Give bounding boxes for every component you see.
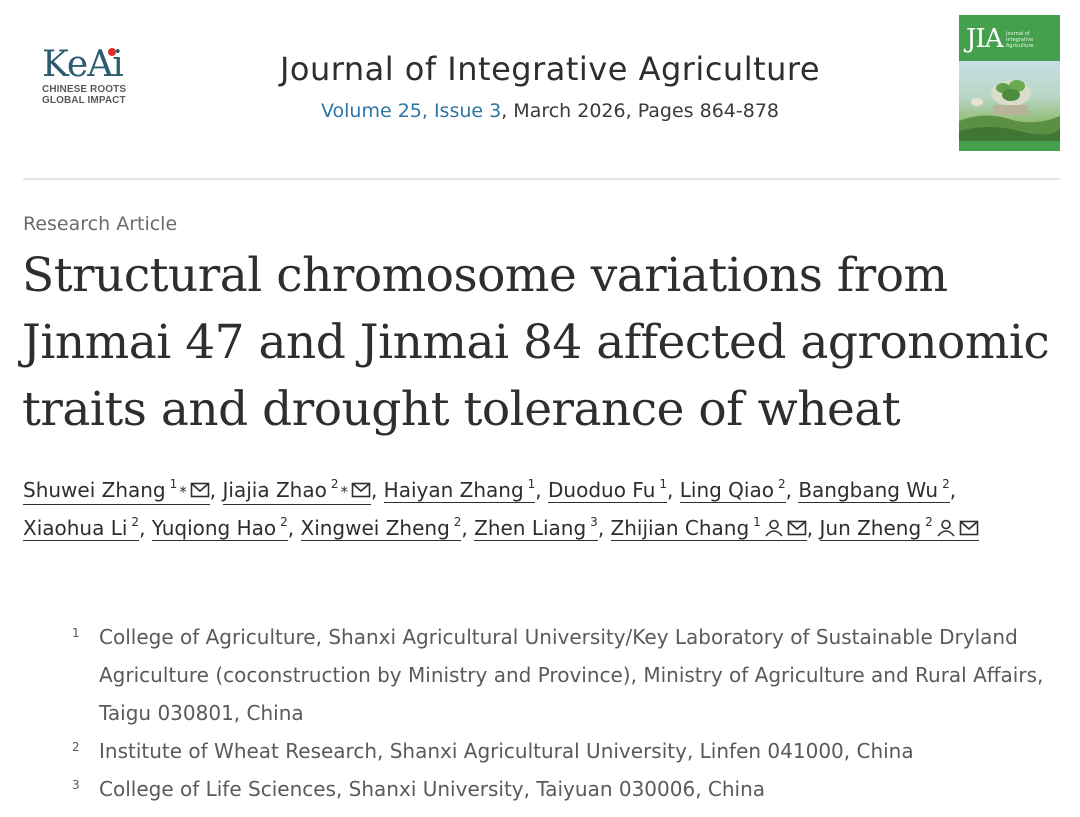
affiliation-ref: 2 (453, 515, 462, 529)
author-name: Duoduo Fu (548, 478, 656, 502)
affiliation-ref: 2 (942, 477, 950, 491)
journal-issue: Volume 25, Issue 3, March 2026, Pages 86… (0, 100, 1080, 122)
affiliation-ref: 2 (777, 477, 786, 491)
issue-link[interactable]: Volume 25, Issue 3 (320, 100, 502, 122)
affiliation-ref: 2 (925, 515, 933, 529)
affiliation-ref: 2 (280, 515, 288, 529)
affiliation-ref: 1 (659, 477, 668, 491)
journal-header: KeAi CHINESE ROOTS GLOBAL IMPACT Journal… (0, 0, 1080, 180)
author-name: Haiyan Zhang (383, 478, 524, 502)
logo-wordmark: KeAi (42, 44, 124, 85)
affiliation-ref: 1 (527, 477, 536, 491)
author-separator: , (209, 478, 223, 502)
author-link[interactable]: Yuqiong Hao 2 (151, 510, 288, 541)
affiliation-ref: 1 (753, 515, 761, 529)
author-link[interactable]: Ling Qiao 2 (679, 472, 786, 503)
issue-details: , March 2026, Pages 864-878 (501, 100, 780, 122)
person-icon[interactable] (764, 519, 784, 537)
header-divider (23, 178, 1060, 180)
article-type: Research Article (23, 213, 178, 235)
journal-cover[interactable]: JIA Journal of Integrative Agriculture (959, 15, 1060, 151)
author-link[interactable]: Bangbang Wu 2 (798, 472, 950, 503)
mail-icon[interactable] (190, 481, 210, 499)
author-link[interactable]: Zhen Liang 3 (474, 510, 598, 541)
author-name: Zhijian Chang (610, 516, 750, 540)
article-title: Structural chromosome variations from Ji… (22, 248, 1050, 437)
affiliation-ref: 1 (169, 477, 178, 491)
affiliation-text: Institute of Wheat Research, Shanxi Agri… (99, 739, 914, 763)
author-name: Bangbang Wu (798, 478, 939, 502)
author-separator: , (287, 516, 301, 540)
author-link[interactable]: Jiajia Zhao 2 * (222, 472, 371, 505)
author-separator: , (461, 516, 475, 540)
cover-title: JIA (966, 24, 1003, 54)
author-list: Shuwei Zhang 1 *, Jiajia Zhao 2 *, Haiyan Zh… (23, 471, 1068, 547)
author-separator: , (139, 516, 152, 540)
author-link[interactable]: Duoduo Fu 1 (548, 472, 668, 503)
mail-icon[interactable] (959, 519, 979, 537)
author-name: Yuqiong Hao (151, 516, 277, 540)
person-icon[interactable] (936, 519, 956, 537)
author-name: Jiajia Zhao (222, 478, 327, 502)
author-link[interactable]: Jun Zheng 2 (819, 510, 979, 541)
affiliation-item: 1 College of Agriculture, Shanxi Agricult… (72, 618, 1064, 732)
author-separator: , (370, 478, 384, 502)
author-separator: , (667, 478, 680, 502)
author-separator: , (535, 478, 549, 502)
author-name: Ling Qiao (679, 478, 774, 502)
author-link[interactable]: Shuwei Zhang 1 * (23, 472, 210, 505)
author-link[interactable]: Zhijian Chang 1 (610, 510, 807, 541)
corresponding-mark: * (340, 483, 348, 501)
affiliation-item: 2 Institute of Wheat Research, Shanxi Agr… (72, 732, 1064, 770)
logo-tagline-1: CHINESE ROOTS (42, 84, 127, 95)
cover-illustration (959, 61, 1060, 141)
affiliation-text: College of Agriculture, Shanxi Agricultu… (99, 625, 1044, 725)
affiliation-number: 2 (72, 740, 80, 754)
mail-icon[interactable] (351, 481, 371, 499)
affiliation-ref: 2 (330, 477, 339, 491)
author-name: Shuwei Zhang (23, 478, 166, 502)
author-name: Zhen Liang (474, 516, 587, 540)
keai-logo[interactable]: KeAi CHINESE ROOTS GLOBAL IMPACT (42, 44, 142, 107)
logo-tagline-2: GLOBAL IMPACT (42, 95, 126, 106)
author-separator: , (785, 478, 799, 502)
mail-icon[interactable] (787, 519, 807, 537)
author-link[interactable]: Haiyan Zhang 1 (383, 472, 536, 503)
author-name: Jun Zheng (819, 516, 922, 540)
affiliation-ref: 3 (590, 515, 598, 529)
author-separator: , (949, 478, 957, 502)
affiliation-number: 3 (72, 778, 80, 792)
logo-dot (107, 48, 116, 56)
author-name: Xingwei Zheng (300, 516, 450, 540)
affiliation-number: 1 (72, 626, 80, 640)
affiliation-item: 3 College of Life Sciences, Shanxi Univer… (72, 770, 1064, 808)
author-separator: , (806, 516, 820, 540)
cover-subtitle: Journal of Integrative Agriculture (1006, 31, 1034, 49)
author-separator: , (597, 516, 611, 540)
journal-title[interactable]: Journal of Integrative Agriculture (279, 50, 821, 88)
affiliation-ref: 2 (131, 515, 140, 529)
author-link[interactable]: Xiaohua Li 2 (23, 510, 140, 541)
author-name: Xiaohua Li (23, 516, 128, 540)
author-link[interactable]: Xingwei Zheng 2 (300, 510, 462, 541)
corresponding-mark: * (179, 483, 187, 501)
affiliation-text: College of Life Sciences, Shanxi Univers… (99, 777, 766, 801)
